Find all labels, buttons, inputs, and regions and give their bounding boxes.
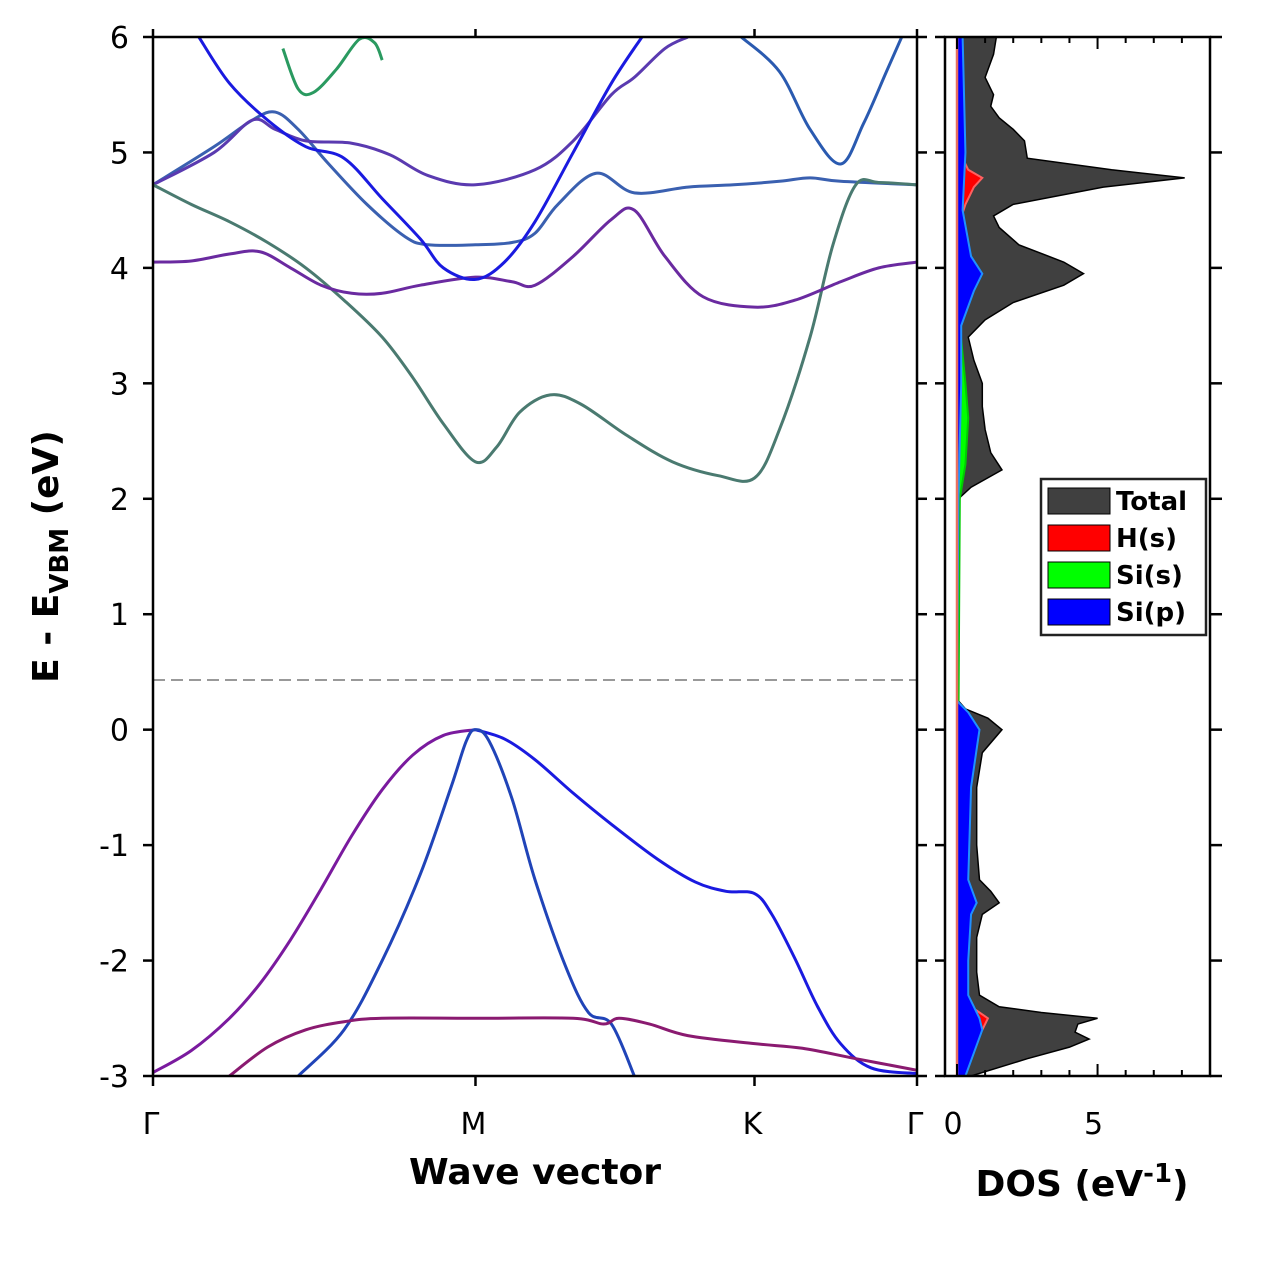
dos-area-Si(p) — [955, 37, 984, 1076]
band-line-7 — [153, 177, 917, 483]
dos-x-tick-label: 0 — [943, 1107, 962, 1142]
y-tick-label: -1 — [99, 829, 129, 864]
band-line-5 — [153, 110, 917, 247]
band-plot-frame — [151, 35, 919, 1078]
dos-plot-frame — [943, 35, 1212, 1078]
y-label-main: E - E — [26, 594, 67, 683]
legend-label: H(s) — [1116, 524, 1177, 554]
y-label-subscript: VBM — [45, 528, 75, 594]
y-tick-label: -2 — [99, 945, 129, 980]
band-y-ticks: -3 -2 -1 0 1 2 3 4 5 6 — [99, 21, 1222, 1095]
band-y-axis-label: E - EVBM (eV) — [26, 430, 75, 683]
band-line-2 — [297, 728, 636, 1076]
band-line-3 — [228, 1016, 917, 1076]
legend-label: Si(p) — [1116, 598, 1186, 628]
y-tick-label: -3 — [99, 1060, 129, 1095]
band-line-10 — [740, 37, 904, 166]
legend-label: Total — [1116, 487, 1187, 517]
legend-swatch — [1047, 487, 1111, 515]
y-tick-label: 6 — [110, 21, 129, 56]
band-line-1 — [475, 728, 917, 1076]
legend-label: Si(s) — [1116, 561, 1183, 591]
y-tick-label: 4 — [110, 252, 129, 287]
band-line-8 — [153, 206, 917, 309]
kpoint-label: M — [461, 1107, 487, 1142]
dos-areas — [955, 37, 1185, 1076]
kpoint-label: K — [743, 1107, 764, 1142]
legend-swatch — [1047, 598, 1111, 626]
legend-swatch — [1047, 561, 1111, 589]
legend-swatch — [1047, 524, 1111, 552]
y-tick-label: 3 — [110, 367, 129, 402]
dos-legend: Total H(s) Si(s) Si(p) — [1039, 477, 1208, 637]
kpoint-label: Γ — [907, 1107, 924, 1142]
band-x-axis-label: Wave vector — [409, 1152, 661, 1193]
y-tick-label: 1 — [110, 598, 129, 633]
band-line-4 — [281, 37, 384, 97]
kpoint-label: Γ — [143, 1107, 160, 1142]
dos-label-main: DOS (eV — [975, 1164, 1143, 1205]
band-line-0 — [153, 728, 476, 1074]
y-tick-label: 2 — [110, 483, 129, 518]
y-tick-label: 0 — [110, 714, 129, 749]
y-label-unit: (eV) — [26, 430, 67, 528]
dos-label-close: ) — [1172, 1164, 1188, 1205]
dos-x-tick-label: 5 — [1084, 1107, 1103, 1142]
band-curves — [153, 37, 917, 1076]
band-line-9 — [197, 37, 644, 281]
dos-area-Total — [956, 37, 1185, 1076]
dos-x-axis-label: DOS (eV-1) — [975, 1159, 1188, 1205]
band-structure-panel: -3 -2 -1 0 1 2 3 4 5 6 Γ M K Γ Wave vector E - EVBM … — [26, 21, 1222, 1193]
dos-label-superscript: -1 — [1143, 1159, 1172, 1189]
band-line-6 — [153, 37, 689, 187]
y-tick-label: 5 — [110, 136, 129, 171]
